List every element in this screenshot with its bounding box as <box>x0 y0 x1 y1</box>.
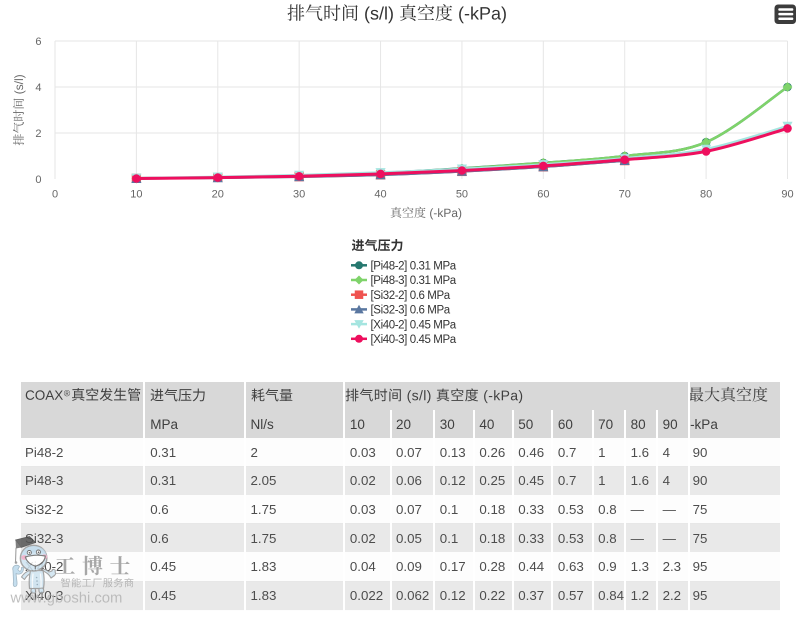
svg-text:30: 30 <box>293 189 305 201</box>
svg-text:[Pi48-3] 0.31 MPa: [Pi48-3] 0.31 MPa <box>371 275 457 287</box>
svg-text:10: 10 <box>130 189 142 201</box>
svg-text:80: 80 <box>700 189 712 201</box>
svg-text:40: 40 <box>374 189 386 201</box>
svg-text:2: 2 <box>35 128 41 140</box>
svg-text:[Si32-3] 0.6 MPa: [Si32-3] 0.6 MPa <box>371 305 451 317</box>
svg-text:20: 20 <box>212 189 224 201</box>
svg-text:0: 0 <box>52 189 58 201</box>
svg-text:6: 6 <box>35 36 41 48</box>
svg-text:70: 70 <box>619 189 631 201</box>
svg-text:[Xi40-3] 0.45 MPa: [Xi40-3] 0.45 MPa <box>371 334 457 346</box>
svg-text:4: 4 <box>35 82 41 94</box>
svg-text:[Si32-2] 0.6 MPa: [Si32-2] 0.6 MPa <box>371 290 451 302</box>
svg-text:0: 0 <box>35 174 41 186</box>
svg-text:60: 60 <box>537 189 549 201</box>
svg-text:[Pi48-2] 0.31 MPa: [Pi48-2] 0.31 MPa <box>371 261 457 273</box>
svg-text:50: 50 <box>456 189 468 201</box>
svg-text:90: 90 <box>781 189 793 201</box>
svg-text:[Xi40-2] 0.45 MPa: [Xi40-2] 0.45 MPa <box>371 319 457 331</box>
